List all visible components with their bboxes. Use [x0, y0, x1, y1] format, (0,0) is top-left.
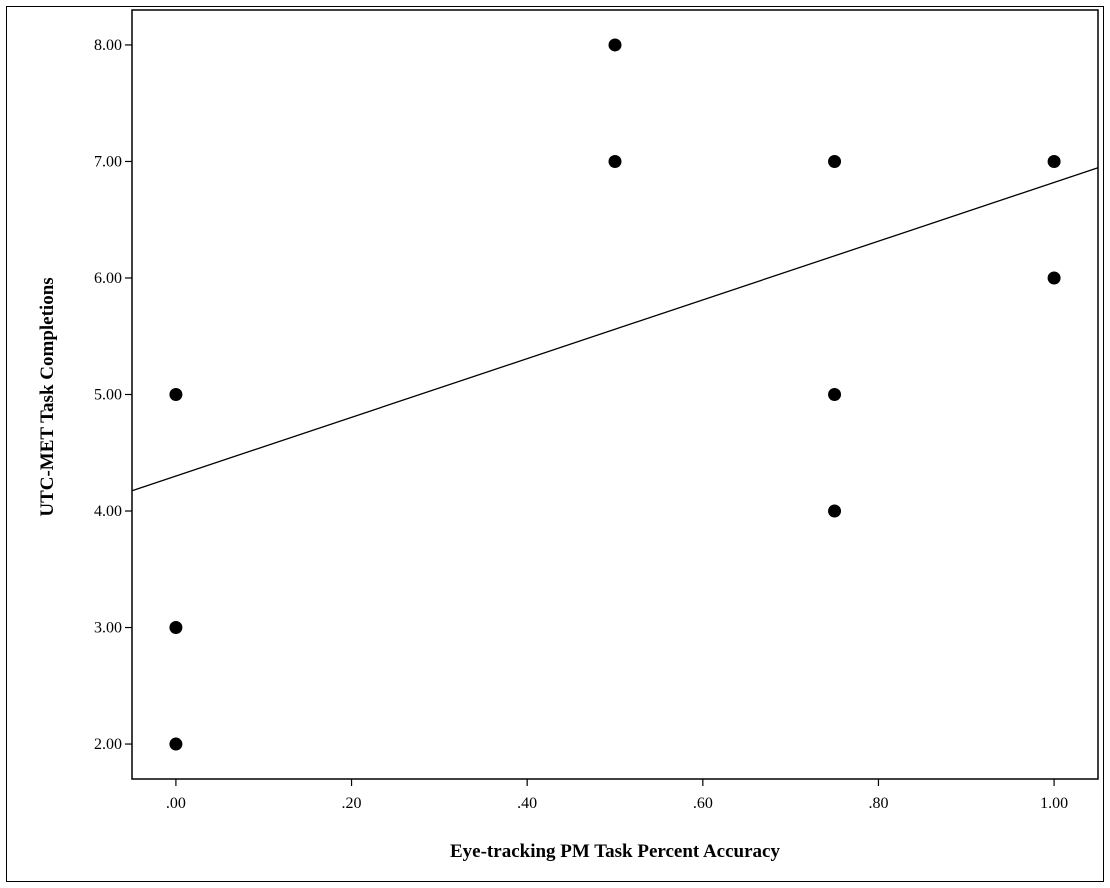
data-point [828, 504, 842, 518]
y-tick-label: 7.00 [94, 153, 122, 170]
data-point [1047, 271, 1061, 285]
x-tick-label: .60 [693, 795, 713, 812]
y-tick-label: 6.00 [94, 270, 122, 287]
y-tick-label: 4.00 [94, 503, 122, 520]
x-axis-title: Eye-tracking PM Task Percent Accuracy [450, 841, 780, 862]
data-point [169, 621, 183, 635]
x-tick-label: .80 [868, 795, 888, 812]
fit-line-layer [131, 167, 1099, 492]
y-tick-label: 2.00 [94, 736, 122, 753]
data-point [169, 737, 183, 751]
points-layer [169, 38, 1061, 751]
x-tick-label: .20 [342, 795, 362, 812]
data-point [828, 154, 842, 168]
x-tick-label: .00 [166, 795, 186, 812]
plot-border [131, 9, 1099, 780]
data-point [169, 388, 183, 401]
data-point [1047, 154, 1061, 168]
data-point [828, 388, 842, 401]
fit-line [131, 167, 1099, 492]
x-tick-label: .40 [517, 795, 537, 812]
y-tick-label: 5.00 [94, 387, 122, 404]
y-tick-label: 3.00 [94, 620, 122, 637]
y-axis-title: UTC-MET Task Completions [37, 277, 58, 516]
data-point [608, 154, 622, 168]
y-axis: 2.00 3.00 4.00 5.00 6.00 7.00 8.00 [94, 37, 132, 753]
plot-area [131, 9, 1099, 780]
x-axis: .00 .20 .40 .60 .80 1.00 [166, 779, 1068, 812]
chart-frame [6, 6, 1104, 882]
x-tick-label: 1.00 [1040, 795, 1068, 812]
y-tick-label: 8.00 [94, 37, 122, 54]
data-point [608, 38, 622, 52]
